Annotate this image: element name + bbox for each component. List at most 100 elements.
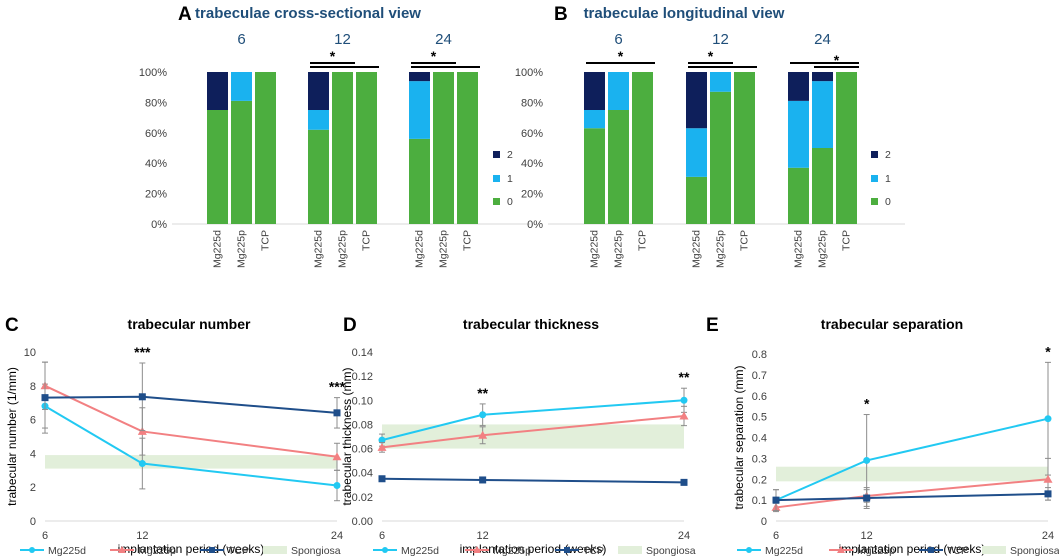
y-tick-label: 100% [515, 67, 543, 79]
data-point-mg225d [863, 456, 871, 464]
data-point-tcp [1044, 490, 1052, 498]
category-label: TCP [462, 230, 474, 251]
significance-marker: * [1045, 343, 1051, 359]
series-line-tcp [44, 395, 338, 414]
y-tick-label: 0 [30, 516, 36, 528]
y-axis-label: trabecular thickness (mm) [340, 367, 354, 505]
legend-label: Mg225p [138, 545, 176, 557]
category-label: Mg225p [715, 230, 727, 268]
data-point-mg225d [1044, 415, 1052, 423]
bar-segment-2 [788, 72, 809, 101]
significance-marker: * [708, 48, 714, 64]
significance-marker: *** [134, 344, 151, 360]
group-label: 24 [814, 31, 831, 48]
legend-marker [209, 547, 215, 553]
x-tick-label: 12 [477, 530, 489, 542]
data-point-mg225p [679, 411, 689, 420]
legend-swatch [493, 175, 500, 182]
legend-label: Mg225p [493, 545, 531, 557]
data-point-mg225d [333, 482, 341, 490]
bar-segment-0 [356, 72, 377, 224]
legend-label: Spongiosa [1010, 545, 1059, 557]
y-axis-label: trabecular separation (mm) [732, 365, 746, 509]
category-label: TCP [739, 230, 751, 251]
legend-marker [564, 547, 570, 553]
bar-segment-0 [332, 72, 353, 224]
data-point-tcp [479, 476, 487, 484]
y-tick-label: 0.3 [752, 453, 767, 465]
bar-segment-0 [686, 176, 707, 224]
data-point-mg225d [138, 460, 146, 468]
y-tick-label: 0.6 [752, 391, 767, 403]
significance-marker: * [618, 48, 624, 64]
series-line-mg225p [775, 478, 1049, 509]
panel-letter: A [178, 4, 192, 25]
y-tick-label: 0.2 [752, 474, 767, 486]
bar-segment-0 [457, 72, 478, 224]
category-label: Mg225p [817, 230, 829, 268]
category-label: Mg225p [337, 230, 349, 268]
chart-title: trabecular separation [821, 316, 963, 332]
y-tick-label: 0.1 [752, 495, 767, 507]
bar-segment-1 [409, 81, 430, 139]
y-tick-label: 60% [521, 128, 543, 140]
legend-marker [29, 547, 35, 553]
legend-swatch [871, 175, 878, 182]
significance-marker: * [864, 396, 870, 412]
bar-segment-0 [788, 167, 809, 224]
y-tick-label: 80% [145, 97, 167, 109]
legend-label: TCP [583, 545, 604, 557]
chart-title: trabecular thickness [463, 316, 599, 332]
significance-marker: ** [679, 369, 690, 385]
x-axis-label: implantation period (weeks) [118, 542, 265, 556]
y-tick-label: 0 [761, 516, 767, 528]
legend-label: 0 [885, 196, 891, 208]
bar-segment-1 [608, 72, 629, 110]
series-line-mg225d [44, 405, 338, 487]
data-point-tcp [863, 494, 871, 502]
bar-segment-0 [308, 129, 329, 224]
legend-marker [118, 546, 126, 553]
bar-segment-1 [788, 100, 809, 168]
chart-title: trabecular number [128, 316, 251, 332]
series-line-mg225d [775, 417, 1049, 502]
significance-marker: * [834, 52, 840, 68]
bar-segment-0 [734, 72, 755, 224]
data-point-mg225p [1043, 474, 1053, 483]
chart-title: trabeculae cross-sectional view [195, 5, 421, 22]
category-label: Mg225d [589, 230, 601, 268]
x-tick-label: 24 [1042, 530, 1054, 542]
legend-label: TCP [947, 545, 968, 557]
bar-segment-0 [433, 72, 454, 224]
legend-label: Mg225d [401, 545, 439, 557]
bar-segment-1 [231, 72, 252, 101]
x-tick-label: 6 [42, 530, 48, 542]
bar-segment-1 [584, 110, 605, 129]
bar-segment-0 [255, 72, 276, 224]
bar-segment-0 [836, 72, 857, 224]
y-tick-label: 0.04 [352, 468, 373, 480]
bar-segment-0 [632, 72, 653, 224]
legend-swatch [871, 198, 878, 205]
bar-segment-2 [308, 72, 329, 110]
panel-letter: D [343, 315, 357, 336]
x-tick-label: 24 [331, 530, 343, 542]
category-label: Mg225p [438, 230, 450, 268]
panel-letter: B [554, 4, 568, 25]
y-tick-label: 0% [527, 219, 543, 231]
legend-marker [746, 547, 752, 553]
x-tick-label: 12 [136, 530, 148, 542]
category-label: TCP [260, 230, 272, 251]
category-label: Mg225d [313, 230, 325, 268]
category-label: Mg225p [236, 230, 248, 268]
panel-letter: E [706, 315, 719, 336]
series-line-tcp [775, 492, 1049, 502]
group-label: 24 [435, 31, 452, 48]
category-label: Mg225d [691, 230, 703, 268]
bar-segment-0 [409, 138, 430, 224]
